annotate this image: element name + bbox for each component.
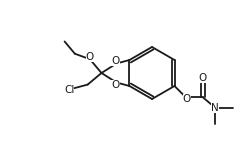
Text: O: O: [111, 80, 120, 90]
Text: O: O: [86, 52, 94, 62]
Text: O: O: [199, 73, 207, 83]
Text: O: O: [183, 94, 191, 104]
Text: Cl: Cl: [64, 85, 74, 95]
Text: O: O: [111, 56, 120, 66]
Text: N: N: [211, 103, 219, 113]
